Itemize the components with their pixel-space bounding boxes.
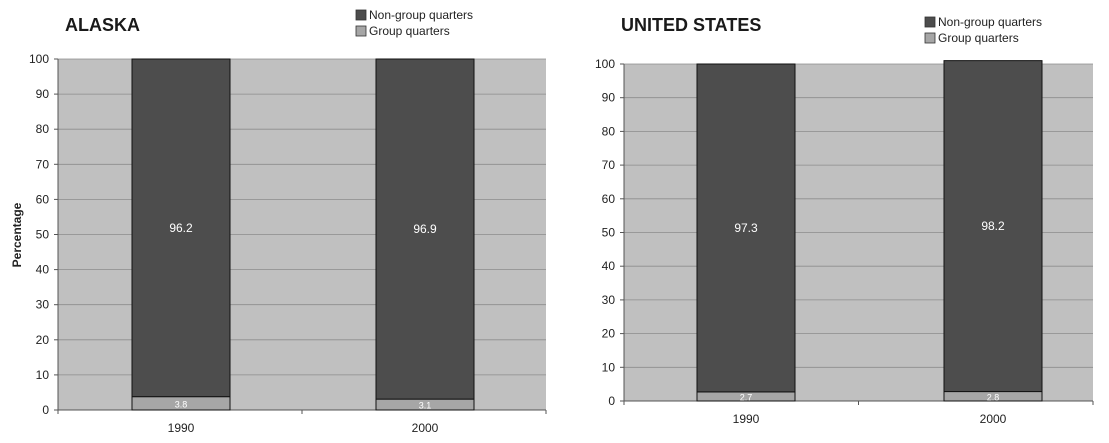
legend-swatch [925, 33, 935, 43]
y-tick-label: 60 [36, 192, 50, 206]
legend-swatch [356, 10, 366, 20]
data-label: 97.3 [734, 221, 758, 235]
y-tick-label: 100 [29, 52, 49, 66]
y-axis-label: Percentage [10, 202, 24, 267]
y-tick-label: 60 [602, 192, 616, 206]
data-label: 2.8 [987, 392, 1000, 402]
y-tick-label: 50 [36, 228, 50, 242]
y-tick-label: 90 [36, 87, 50, 101]
data-label: 98.2 [981, 219, 1005, 233]
chart-title: UNITED STATES [621, 15, 761, 35]
y-tick-label: 40 [36, 263, 50, 277]
y-tick-label: 20 [602, 327, 616, 341]
chart-legend: Non-group quarters Group quarters [925, 15, 1042, 45]
y-tick-label: 0 [608, 394, 615, 408]
data-label: 2.7 [740, 392, 753, 402]
legend-label: Group quarters [938, 31, 1019, 45]
y-tick-label: 40 [602, 259, 616, 273]
y-tick-label: 70 [36, 157, 50, 171]
data-label: 96.9 [413, 222, 437, 236]
x-tick-label: 2000 [980, 412, 1007, 426]
y-tick-label: 30 [36, 298, 50, 312]
y-tick-label: 50 [602, 226, 616, 240]
y-tick-label: 80 [36, 122, 50, 136]
y-tick-label: 10 [602, 360, 616, 374]
legend-swatch [925, 17, 935, 27]
plot-area: 0 10 20 30 40 50 60 70 80 90 100 2.7 97.3 1990 2.8 98.2… [595, 57, 1093, 426]
x-tick-label: 1990 [733, 412, 760, 426]
chart-title: ALASKA [65, 15, 140, 35]
legend-swatch [356, 26, 366, 36]
united-states-chart: UNITED STATES Non-group quarters Group qu… [595, 15, 1093, 426]
x-tick-label: 1990 [168, 421, 195, 435]
data-label: 3.1 [419, 401, 432, 411]
y-tick-label: 20 [36, 333, 50, 347]
plot-area: 0 10 20 30 40 50 60 70 80 90 100 3.8 96.2 1990 3.1 96.9… [29, 52, 546, 435]
data-label: 3.8 [175, 399, 188, 409]
y-tick-label: 80 [602, 124, 616, 138]
y-tick-label: 10 [36, 368, 50, 382]
legend-label: Group quarters [369, 24, 450, 38]
legend-label: Non-group quarters [369, 8, 473, 22]
alaska-chart: ALASKA Percentage Non-group quarters Grou… [10, 8, 546, 435]
data-label: 96.2 [169, 221, 193, 235]
y-tick-label: 70 [602, 158, 616, 172]
y-tick-label: 90 [602, 91, 616, 105]
x-tick-label: 2000 [412, 421, 439, 435]
y-tick-label: 0 [42, 403, 49, 417]
y-tick-label: 100 [595, 57, 615, 71]
y-tick-label: 30 [602, 293, 616, 307]
chart-legend: Non-group quarters Group quarters [356, 8, 473, 38]
legend-label: Non-group quarters [938, 15, 1042, 29]
